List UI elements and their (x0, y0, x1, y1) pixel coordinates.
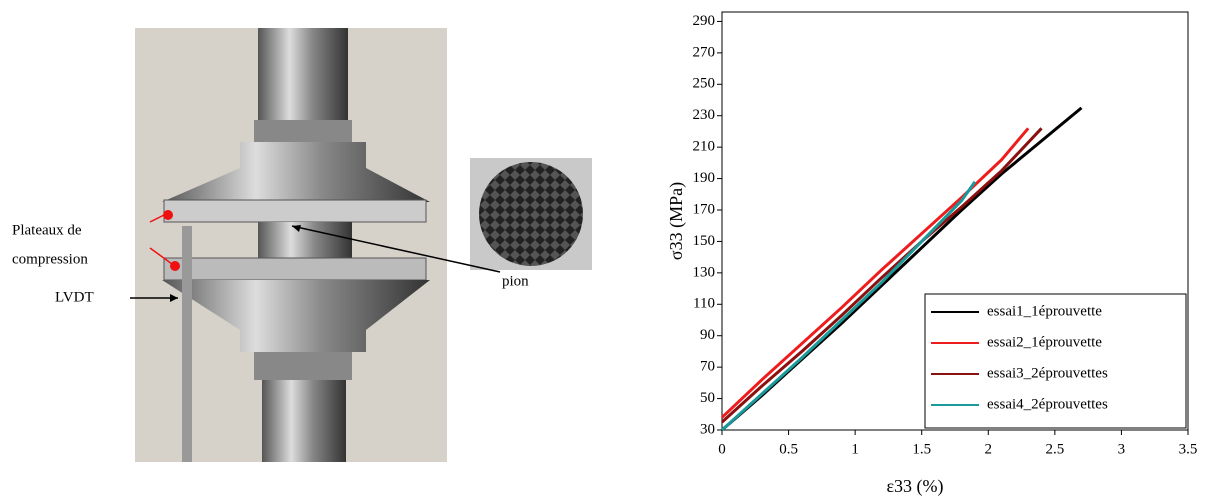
photo-label: Plateaux de (12, 222, 82, 238)
photo (135, 28, 447, 462)
y-tick-label: 210 (693, 139, 716, 155)
y-tick-label: 150 (693, 233, 716, 249)
inset-photo (470, 158, 592, 270)
series-line (720, 180, 977, 432)
y-tick-label: 130 (693, 264, 716, 280)
y-tick-label: 30 (700, 421, 715, 437)
y-tick-label: 90 (700, 327, 715, 343)
legend-label: essai3_2éprouvettes (987, 365, 1108, 381)
y-tick-label: 70 (700, 359, 715, 375)
x-tick-label: 3.5 (1179, 441, 1198, 457)
x-tick-label: 2.5 (1045, 441, 1064, 457)
x-axis-label: ε33 (%) (886, 476, 943, 497)
y-tick-label: 170 (693, 201, 716, 217)
legend-label: essai1_1éprouvette (987, 303, 1102, 319)
x-tick-label: 3 (1118, 441, 1126, 457)
photo-label: compression (12, 251, 88, 267)
series-line (720, 127, 1043, 424)
legend-label: essai4_2éprouvettes (987, 396, 1108, 412)
plot-frame (721, 11, 1189, 431)
x-tick-label: 1.5 (912, 441, 931, 457)
y-tick-label: 250 (693, 76, 716, 92)
series-line (720, 127, 1030, 419)
legend-label: essai2_1éprouvette (987, 334, 1102, 350)
y-tick-label: 110 (693, 296, 715, 312)
y-tick-label: 290 (693, 13, 716, 29)
y-tick-label: 270 (693, 44, 716, 60)
x-tick-label: 0 (718, 441, 726, 457)
annotation-arrows (130, 213, 501, 302)
photo-label: pion (502, 273, 529, 289)
chart: 30 50 70 90 110 130 150 170 190 210 230 250 270 290 0 0… (666, 11, 1198, 497)
x-tick-label: 2 (985, 441, 993, 457)
x-tick-label: 0.5 (779, 441, 798, 457)
y-tick-label: 230 (693, 107, 716, 123)
y-axis-label: σ33 (MPa) (666, 182, 687, 260)
y-tick-label: 50 (700, 390, 715, 406)
x-tick-label: 1 (851, 441, 859, 457)
photo-label: LVDT (55, 289, 94, 305)
y-tick-label: 190 (693, 170, 716, 186)
